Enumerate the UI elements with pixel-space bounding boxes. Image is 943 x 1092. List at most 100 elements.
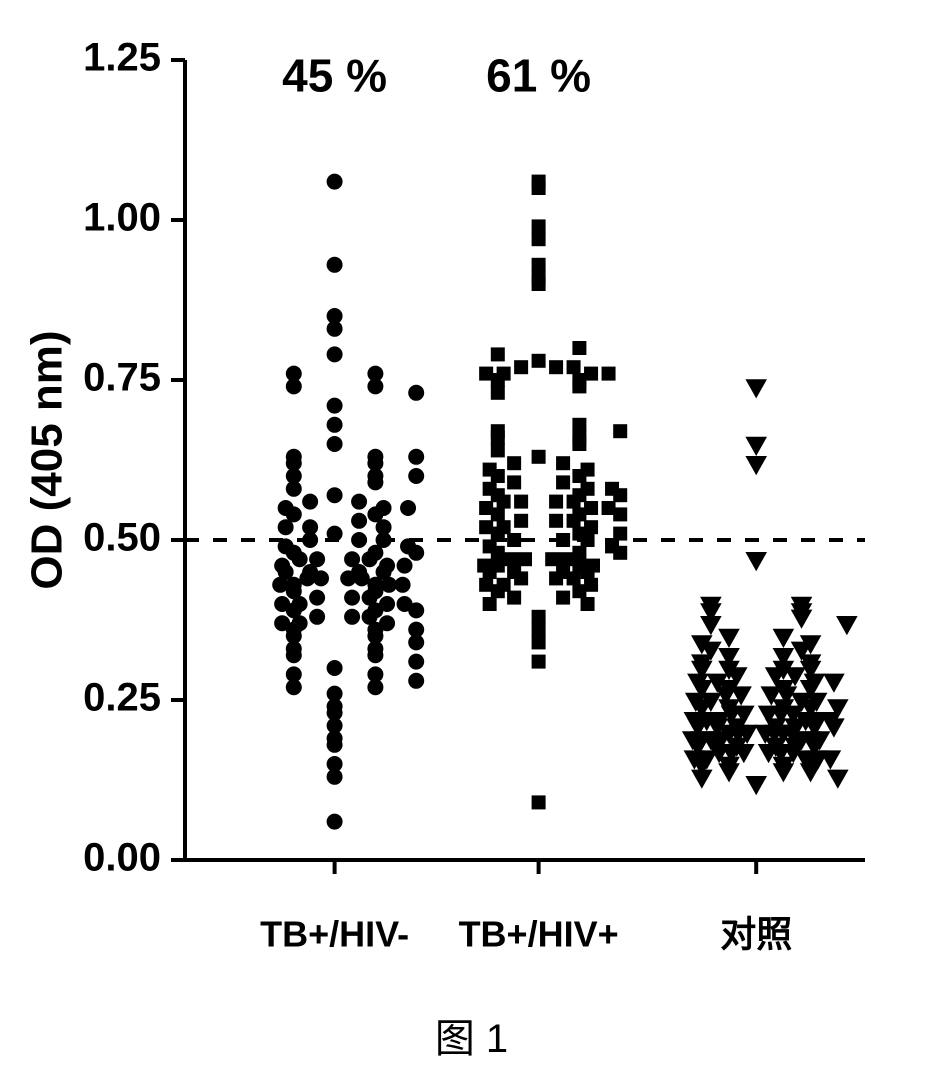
data-point <box>309 590 325 606</box>
data-point <box>572 546 586 560</box>
data-point <box>567 360 581 374</box>
data-point <box>367 449 383 465</box>
data-point <box>532 623 546 637</box>
data-point <box>479 501 493 515</box>
data-point <box>327 686 343 702</box>
percent-annotation: 45 % <box>282 49 387 101</box>
data-point <box>572 431 586 445</box>
category-label: 对照 <box>720 913 792 954</box>
ytick-label: 0.25 <box>83 676 161 720</box>
ytick-label: 0.00 <box>83 836 161 880</box>
data-point <box>556 456 570 470</box>
data-point <box>584 520 598 534</box>
data-point <box>327 660 343 676</box>
data-point <box>483 482 497 496</box>
data-point <box>532 354 546 368</box>
data-point <box>327 487 343 503</box>
data-point <box>344 551 360 567</box>
data-point <box>572 559 586 573</box>
data-point <box>344 609 360 625</box>
data-point <box>479 520 493 534</box>
data-point <box>556 565 570 579</box>
data-point <box>274 615 290 631</box>
data-point <box>395 577 411 593</box>
data-point <box>532 655 546 669</box>
data-point <box>581 597 595 611</box>
data-point <box>400 500 416 516</box>
data-point <box>532 175 546 189</box>
ytick-label: 1.25 <box>83 36 161 80</box>
ytick-label: 1.00 <box>83 196 161 240</box>
data-point <box>602 501 616 515</box>
data-point <box>302 519 318 535</box>
data-point <box>549 514 563 528</box>
data-point <box>379 558 395 574</box>
data-point <box>278 500 294 516</box>
data-point <box>344 590 360 606</box>
ytick-label: 0.50 <box>83 516 161 560</box>
data-point <box>514 514 528 528</box>
data-point <box>302 494 318 510</box>
category-label: TB+/HIV- <box>260 913 409 954</box>
data-point <box>504 552 518 566</box>
data-point <box>532 258 546 272</box>
data-point <box>613 527 627 541</box>
data-point <box>408 654 424 670</box>
data-point <box>309 609 325 625</box>
data-point <box>532 610 546 624</box>
data-point <box>278 538 294 554</box>
data-point <box>497 367 511 381</box>
data-point <box>286 366 302 382</box>
data-point <box>483 539 497 553</box>
data-point <box>556 533 570 547</box>
data-point <box>274 596 290 612</box>
data-point <box>397 558 413 574</box>
figure-container: 0.000.250.500.751.001.25OD (405 nm)TB+/H… <box>0 0 943 1092</box>
percent-annotation: 61 % <box>486 49 591 101</box>
data-point <box>581 482 595 496</box>
data-point <box>376 500 392 516</box>
data-point <box>408 385 424 401</box>
y-axis-label: OD (405 nm) <box>23 330 72 589</box>
data-point <box>507 591 521 605</box>
data-point <box>327 756 343 772</box>
data-point <box>549 360 563 374</box>
data-point <box>327 436 343 452</box>
data-point <box>532 271 546 285</box>
data-point <box>327 814 343 830</box>
data-point <box>400 538 416 554</box>
data-point <box>327 398 343 414</box>
figure-caption: 图 1 <box>435 1017 508 1061</box>
data-point <box>507 565 521 579</box>
data-point <box>507 533 521 547</box>
data-point <box>483 597 497 611</box>
data-point <box>408 673 424 689</box>
data-point <box>327 417 343 433</box>
data-point <box>327 308 343 324</box>
data-point <box>613 424 627 438</box>
data-point <box>286 449 302 465</box>
category-label: TB+/HIV+ <box>459 913 619 954</box>
data-point <box>556 475 570 489</box>
data-point <box>532 450 546 464</box>
data-point <box>397 596 413 612</box>
data-point <box>327 257 343 273</box>
data-point <box>286 666 302 682</box>
data-point <box>549 495 563 509</box>
data-point <box>327 526 343 542</box>
data-point <box>309 551 325 567</box>
data-point <box>518 552 532 566</box>
data-point <box>274 558 290 574</box>
data-point <box>586 559 600 573</box>
data-point <box>605 482 619 496</box>
data-point <box>408 468 424 484</box>
data-point <box>491 443 505 457</box>
data-point <box>545 552 559 566</box>
data-point <box>514 360 528 374</box>
data-point <box>367 366 383 382</box>
data-point <box>507 475 521 489</box>
data-point <box>408 622 424 638</box>
data-point <box>483 463 497 477</box>
scatter-chart: 0.000.250.500.751.001.25OD (405 nm)TB+/H… <box>0 0 943 1092</box>
data-point <box>351 513 367 529</box>
